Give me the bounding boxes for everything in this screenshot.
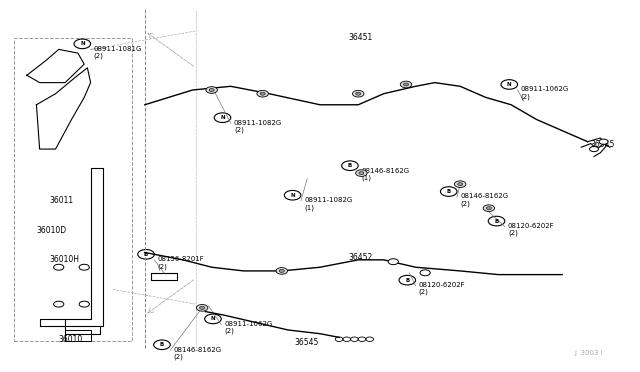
Text: 08911-1062G
(2): 08911-1062G (2) xyxy=(225,321,273,334)
Circle shape xyxy=(356,170,367,176)
Circle shape xyxy=(353,90,364,97)
Text: 08146-8162G
(2): 08146-8162G (2) xyxy=(173,347,221,360)
Text: B: B xyxy=(144,252,148,257)
Text: J  3003 I: J 3003 I xyxy=(575,350,604,356)
Text: 08120-6202F
(2): 08120-6202F (2) xyxy=(419,282,465,295)
Text: N: N xyxy=(507,82,511,87)
Text: 36451: 36451 xyxy=(349,33,373,42)
Text: 08911-1062G
(2): 08911-1062G (2) xyxy=(521,86,569,100)
Bar xyxy=(65,330,91,341)
Circle shape xyxy=(206,87,218,93)
Text: 36011: 36011 xyxy=(49,196,74,205)
Text: 36010D: 36010D xyxy=(36,226,67,235)
Circle shape xyxy=(209,89,214,92)
Circle shape xyxy=(79,301,90,307)
Circle shape xyxy=(276,267,287,274)
Text: 08156-8201F
(2): 08156-8201F (2) xyxy=(157,256,204,270)
Circle shape xyxy=(388,259,398,264)
Circle shape xyxy=(359,171,364,174)
Text: N: N xyxy=(291,193,295,198)
Text: 36545: 36545 xyxy=(294,338,319,347)
Circle shape xyxy=(458,183,463,186)
Polygon shape xyxy=(27,49,84,83)
Circle shape xyxy=(200,307,205,310)
Text: 08911-1082G
(1): 08911-1082G (1) xyxy=(304,197,352,211)
Text: B: B xyxy=(405,278,410,283)
Circle shape xyxy=(257,90,268,97)
Text: 36452: 36452 xyxy=(349,253,373,262)
Circle shape xyxy=(279,269,284,272)
Text: 36010: 36010 xyxy=(59,335,83,344)
Circle shape xyxy=(454,181,466,187)
Text: N: N xyxy=(220,115,225,120)
Circle shape xyxy=(589,147,598,152)
Text: 08146-8162G
(2): 08146-8162G (2) xyxy=(460,193,508,207)
Text: 08120-6202F
(2): 08120-6202F (2) xyxy=(508,223,555,237)
Text: B: B xyxy=(494,219,499,224)
Circle shape xyxy=(599,139,608,144)
Circle shape xyxy=(79,264,90,270)
Text: B: B xyxy=(348,163,352,168)
Circle shape xyxy=(54,264,64,270)
Text: 36545: 36545 xyxy=(591,140,615,149)
Polygon shape xyxy=(36,68,91,149)
Text: N: N xyxy=(80,41,84,46)
Text: 36010H: 36010H xyxy=(49,255,79,264)
Text: 08911-1082G
(2): 08911-1082G (2) xyxy=(234,119,282,133)
Circle shape xyxy=(483,205,495,211)
Circle shape xyxy=(400,81,412,88)
Circle shape xyxy=(420,270,430,276)
Text: 08146-8162G
(1): 08146-8162G (1) xyxy=(362,167,410,181)
Text: B: B xyxy=(447,189,451,194)
Circle shape xyxy=(54,301,64,307)
Circle shape xyxy=(486,207,492,210)
Circle shape xyxy=(196,305,208,311)
Text: 08911-1081G
(2): 08911-1081G (2) xyxy=(94,46,142,59)
Circle shape xyxy=(260,92,265,95)
Circle shape xyxy=(403,83,408,86)
Text: B: B xyxy=(160,342,164,347)
Circle shape xyxy=(356,92,361,95)
Text: N: N xyxy=(211,317,215,321)
